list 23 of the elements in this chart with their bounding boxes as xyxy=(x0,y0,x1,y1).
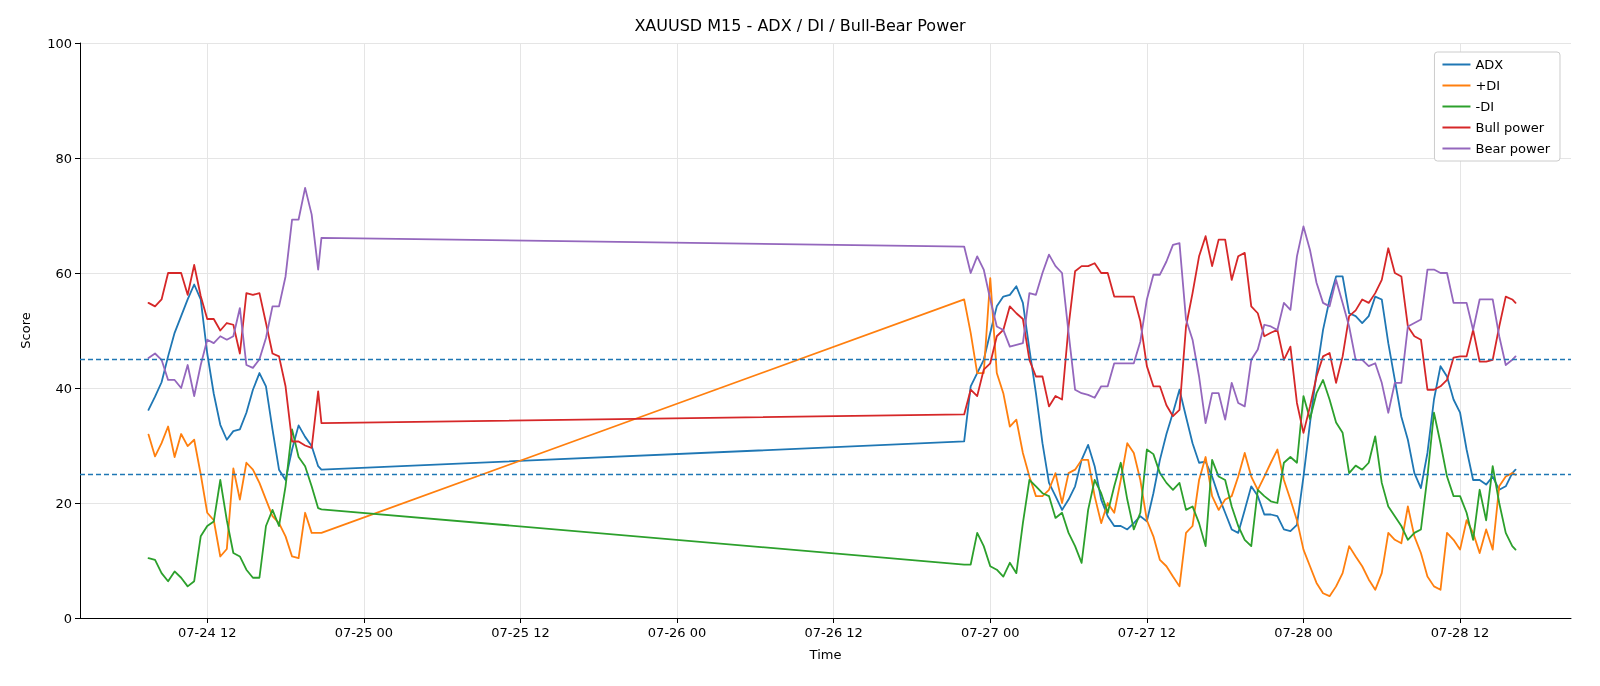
x-tick-label: 07-28 12 xyxy=(1430,625,1490,640)
x-tick-label: 07-26 00 xyxy=(647,625,707,640)
legend-label: +DI xyxy=(1475,78,1501,93)
x-tick-label: 07-26 12 xyxy=(804,625,863,640)
legend-label: Bull power xyxy=(1475,120,1545,135)
x-tick-label: 07-24 12 xyxy=(178,625,237,640)
y-tick-label: 100 xyxy=(47,35,72,51)
y-tick-label: 0 xyxy=(63,610,72,626)
x-tick-label: 07-25 12 xyxy=(491,625,550,640)
x-tick-label: 07-27 00 xyxy=(961,625,1020,640)
x-tick-label: 07-28 00 xyxy=(1274,625,1333,640)
chart-title: XAUUSD M15 - ADX / DI / Bull-Bear Power xyxy=(634,15,967,35)
y-axis-title: Score xyxy=(18,312,33,349)
y-tick-label: 20 xyxy=(55,495,72,511)
y-tick-label: 60 xyxy=(55,265,72,281)
legend-label: Bear power xyxy=(1475,141,1551,156)
legend-label: -DI xyxy=(1475,99,1495,114)
legend-label: ADX xyxy=(1475,57,1504,72)
x-axis-title: Time xyxy=(808,647,842,662)
x-tick-label: 07-25 00 xyxy=(334,625,394,640)
y-tick-label: 80 xyxy=(55,150,72,166)
x-tick-label: 07-27 12 xyxy=(1117,625,1177,640)
y-tick-label: 40 xyxy=(55,380,72,396)
